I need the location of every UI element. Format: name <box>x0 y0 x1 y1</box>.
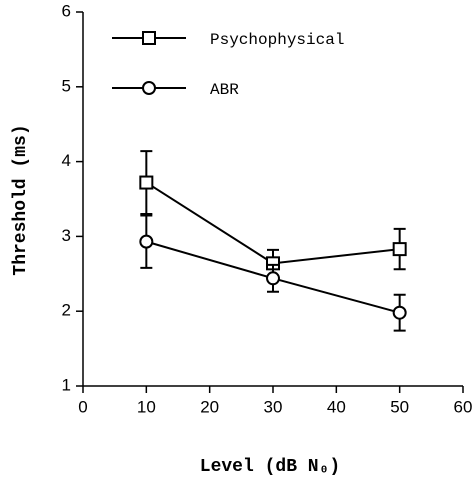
y-tick-label: 3 <box>62 226 71 245</box>
legend-marker <box>142 31 156 45</box>
point <box>392 242 407 257</box>
x-axis-label: Level (dB N₀) <box>200 457 340 477</box>
y-tick-label: 6 <box>62 1 71 20</box>
point <box>139 175 154 190</box>
y-tick-label: 5 <box>62 76 71 95</box>
y-axis-label: Threshold (ms) <box>11 124 31 275</box>
y-tick-label: 2 <box>62 301 71 320</box>
y-tick-label: 1 <box>62 375 71 394</box>
x-tick-label: 20 <box>200 397 219 416</box>
point <box>266 271 280 286</box>
x-tick-label: 40 <box>327 397 346 416</box>
x-tick-label: 50 <box>390 397 409 416</box>
x-tick-label: 0 <box>78 397 87 416</box>
point <box>392 305 407 320</box>
x-tick-label: 60 <box>454 397 473 416</box>
x-tick-label: 30 <box>264 397 283 416</box>
y-tick-label: 4 <box>62 151 71 170</box>
legend-label: Psychophysical <box>210 31 344 49</box>
legend-marker <box>142 81 156 95</box>
point <box>139 234 154 249</box>
x-tick-label: 10 <box>137 397 156 416</box>
legend-label: ABR <box>210 81 239 99</box>
